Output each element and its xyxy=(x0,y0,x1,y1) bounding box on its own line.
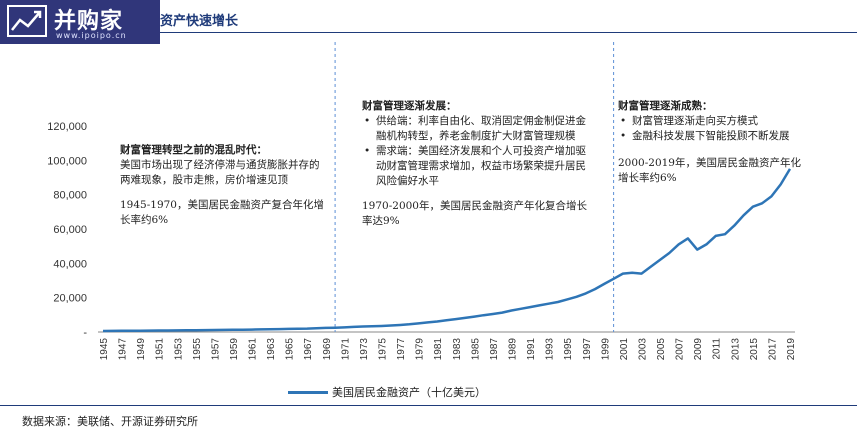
brand-name: 并购家 xyxy=(54,9,124,34)
x-tick-label: 1945 xyxy=(99,338,110,361)
x-tick-label: 1951 xyxy=(155,338,166,361)
y-tick-label: 80,000 xyxy=(53,190,87,202)
title-divider xyxy=(160,32,857,33)
era3-growth: 2000-2019年，美国居民金融资产年化增长率约6% xyxy=(618,157,801,184)
chart-legend: 美国居民金融资产（十亿美元） xyxy=(288,384,486,400)
y-tick-label: 100,000 xyxy=(47,155,87,167)
annotation-era1: 财富管理转型之前的混乱时代： 美国市场出现了经济停滞与通货膨胀并存的两难现象，股… xyxy=(120,143,328,228)
era1-heading: 财富管理转型之前的混乱时代： xyxy=(120,144,267,156)
x-tick-label: 1971 xyxy=(340,338,351,361)
x-tick-label: 1991 xyxy=(526,338,537,361)
era3-bullet-buyside: 财富管理逐渐走向买方模式 xyxy=(618,114,806,129)
x-tick-label: 2015 xyxy=(749,338,760,361)
series-line-financial-assets xyxy=(102,168,792,333)
x-tick-label: 2013 xyxy=(730,338,741,361)
annotation-era2: 财富管理逐渐发展： 供给端：利率自由化、取消固定佣金制促进金融机构转型，养老金制… xyxy=(362,99,596,229)
y-tick-label: 40,000 xyxy=(53,258,87,270)
era2-bullet-demand: 需求端：美国经济发展和个人可投资产增加驱动财富管理需求增加，权益市场繁荣提升居民… xyxy=(362,144,596,189)
x-tick-label: 2005 xyxy=(656,338,667,361)
x-tick-label: 1953 xyxy=(173,338,184,361)
x-tick-label: 2003 xyxy=(637,338,648,361)
x-tick-label: 1963 xyxy=(266,338,277,361)
y-tick-label: - xyxy=(83,327,87,339)
data-source: 数据来源：美联储、开源证券研究所 xyxy=(22,415,198,428)
x-tick-label: 1975 xyxy=(378,338,389,361)
x-tick-label: 2009 xyxy=(693,338,704,361)
x-tick-label: 1947 xyxy=(118,338,129,361)
x-tick-label: 1977 xyxy=(396,338,407,361)
x-tick-label: 1973 xyxy=(359,338,370,361)
era2-growth: 1970-2000年，美国居民金融资产年化复合增长率达9% xyxy=(362,200,587,227)
x-tick-label: 1969 xyxy=(322,338,333,361)
era1-growth: 1945-1970，美国居民金融资产复合年化增长率约6% xyxy=(120,199,324,226)
y-tick-label: 120,000 xyxy=(47,121,87,133)
x-tick-label: 1961 xyxy=(248,338,259,361)
chart-logo-icon xyxy=(7,5,47,37)
x-tick-label: 1997 xyxy=(582,338,593,361)
y-tick-label: 20,000 xyxy=(53,293,87,305)
x-tick-label: 1999 xyxy=(600,338,611,361)
footer-divider xyxy=(0,405,857,406)
y-tick-label: 60,000 xyxy=(53,224,87,236)
x-tick-label: 1993 xyxy=(545,338,556,361)
line-chart: - 20,000 40,000 60,000 80,000 100,000 120,000 1… xyxy=(47,40,797,360)
x-tick-label: 1959 xyxy=(229,338,240,361)
x-tick-label: 2017 xyxy=(767,338,778,361)
x-tick-label: 1995 xyxy=(563,338,574,361)
x-tick-label: 1983 xyxy=(452,338,463,361)
x-tick-label: 2011 xyxy=(712,338,723,360)
annotation-era3: 财富管理逐渐成熟： 财富管理逐渐走向买方模式 金融科技发展下智能投顾不断发展 2… xyxy=(618,99,806,186)
x-tick-label: 1967 xyxy=(303,338,314,361)
page-title: 资产快速增长 xyxy=(160,14,239,29)
x-tick-label: 1957 xyxy=(210,338,221,361)
x-tick-label: 2001 xyxy=(619,338,630,361)
x-tick-label: 2007 xyxy=(675,338,686,361)
x-tick-label: 1955 xyxy=(192,338,203,361)
era1-body: 美国市场出现了经济停滞与通货膨胀并存的两难现象，股市走熊，房价增速见顶 xyxy=(120,159,320,186)
x-tick-label: 1965 xyxy=(285,338,296,361)
legend-label: 美国居民金融资产（十亿美元） xyxy=(332,386,486,399)
era2-bullet-supply: 供给端：利率自由化、取消固定佣金制促进金融机构转型，养老金制度扩大财富管理规模 xyxy=(362,114,596,144)
era2-heading: 财富管理逐渐发展： xyxy=(362,100,457,112)
plot-area: - 20,000 40,000 60,000 80,000 100,000 120,000 1… xyxy=(47,40,797,360)
x-tick-label: 2019 xyxy=(786,338,797,361)
x-tick-label: 1985 xyxy=(470,338,481,361)
legend-swatch xyxy=(288,390,328,394)
brand-url: www.ipoipo.cn xyxy=(56,31,127,40)
x-tick-label: 1979 xyxy=(415,338,426,361)
x-tick-label: 1949 xyxy=(136,338,147,361)
x-tick-label: 1987 xyxy=(489,338,500,361)
x-tick-label: 1981 xyxy=(433,338,444,361)
x-tick-label: 1989 xyxy=(507,338,518,361)
era3-heading: 财富管理逐渐成熟： xyxy=(618,100,713,112)
brand-logo: 并购家 www.ipoipo.cn xyxy=(0,0,160,44)
era3-bullet-fintech: 金融科技发展下智能投顾不断发展 xyxy=(618,129,806,144)
